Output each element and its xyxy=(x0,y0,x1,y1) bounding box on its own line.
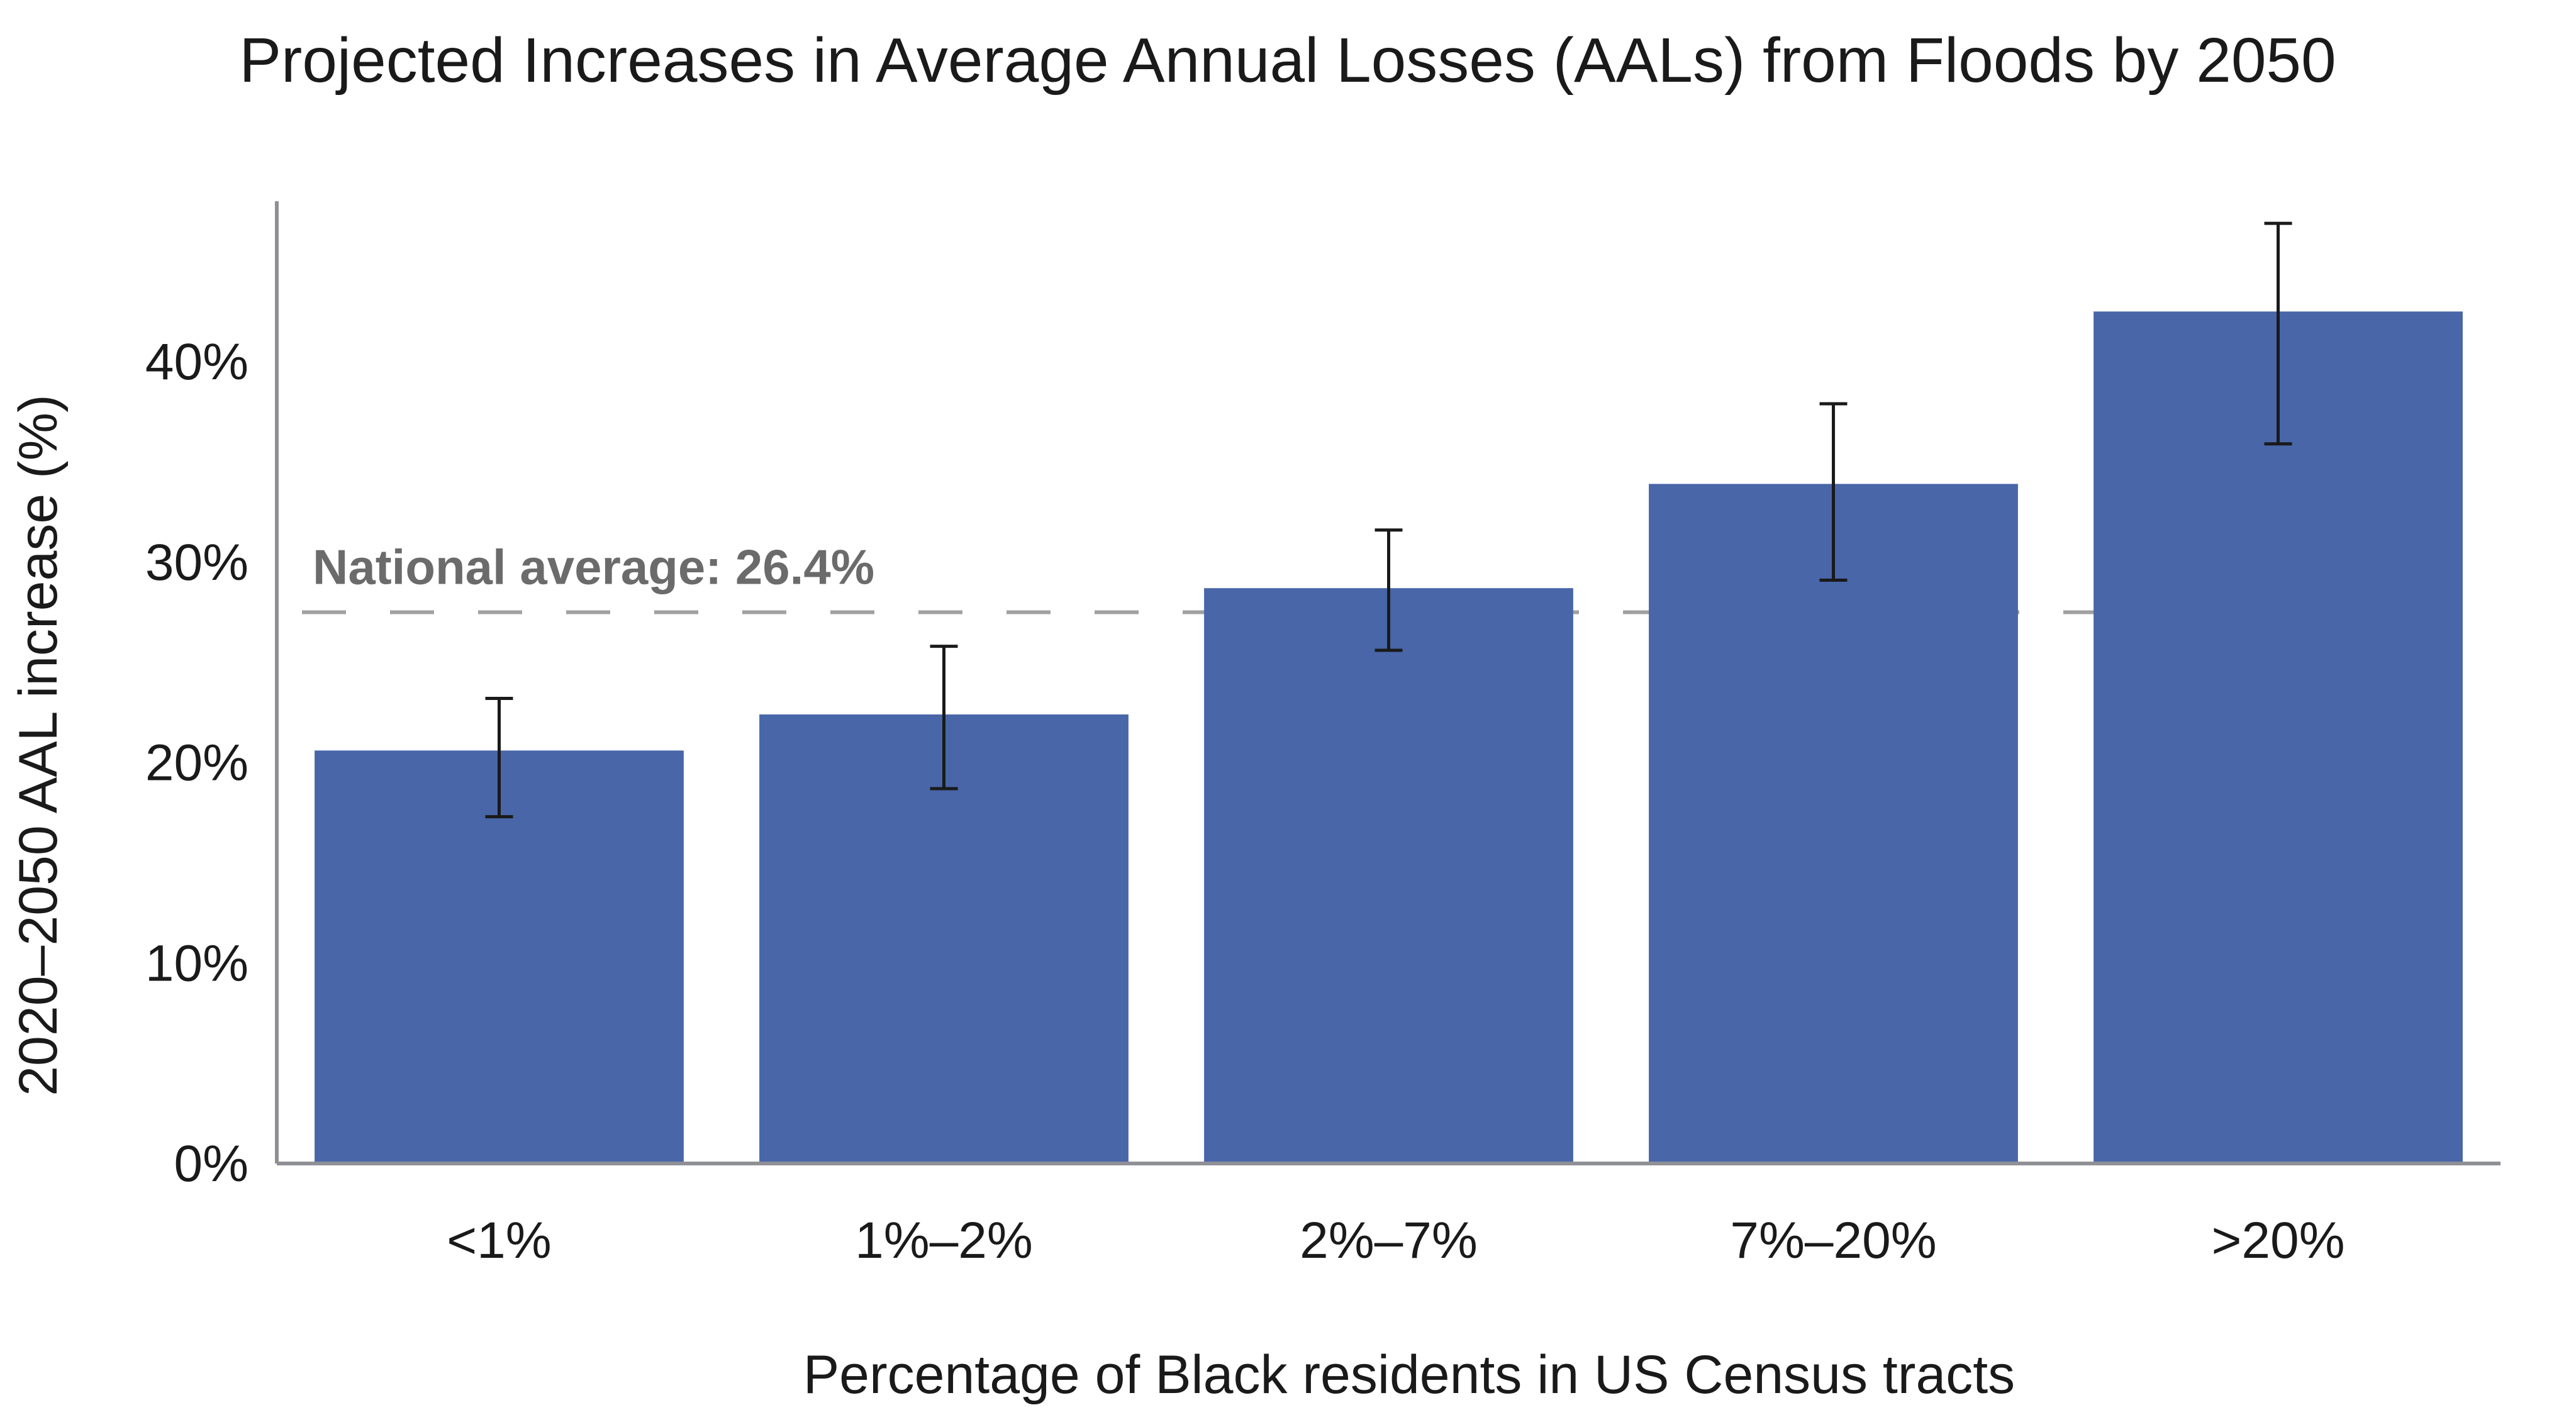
error-bar xyxy=(1374,528,1403,652)
bars-group xyxy=(315,311,2463,1163)
bar xyxy=(2094,311,2463,1163)
x-tick-label: 2%–7% xyxy=(1300,1212,1478,1269)
tick-labels-group: <1% 1%–2% 2%–7% 7%–20% >20% 0% 10% 20% 30% 40% xyxy=(145,333,2345,1269)
y-tick-label: 0% xyxy=(174,1135,248,1192)
national-average-label: National average: 26.4% xyxy=(313,539,874,594)
x-tick-label: 1%–2% xyxy=(855,1212,1033,1269)
axes-group xyxy=(275,201,2501,1165)
bar xyxy=(1649,484,2018,1163)
x-tick-label: >20% xyxy=(2211,1212,2345,1269)
y-tick-label: 40% xyxy=(145,333,248,391)
error-bar xyxy=(2264,221,2292,446)
x-tick-label: <1% xyxy=(447,1212,551,1269)
bar xyxy=(315,750,684,1163)
y-tick-label: 30% xyxy=(145,534,248,591)
bar xyxy=(1204,588,1573,1163)
y-tick-label: 10% xyxy=(145,935,248,992)
error-bars-group xyxy=(485,221,2292,819)
chart-title: Projected Increases in Average Annual Lo… xyxy=(239,25,2336,96)
y-tick-label: 20% xyxy=(145,735,248,792)
x-axis-title: Percentage of Black residents in US Cens… xyxy=(803,1345,2015,1405)
error-bar xyxy=(1819,402,1848,582)
x-tick-label: 7%–20% xyxy=(1730,1212,1936,1269)
error-bar xyxy=(485,697,513,819)
error-bar xyxy=(930,645,958,791)
y-axis-title: 2020–2050 AAL increase (%) xyxy=(8,394,69,1096)
